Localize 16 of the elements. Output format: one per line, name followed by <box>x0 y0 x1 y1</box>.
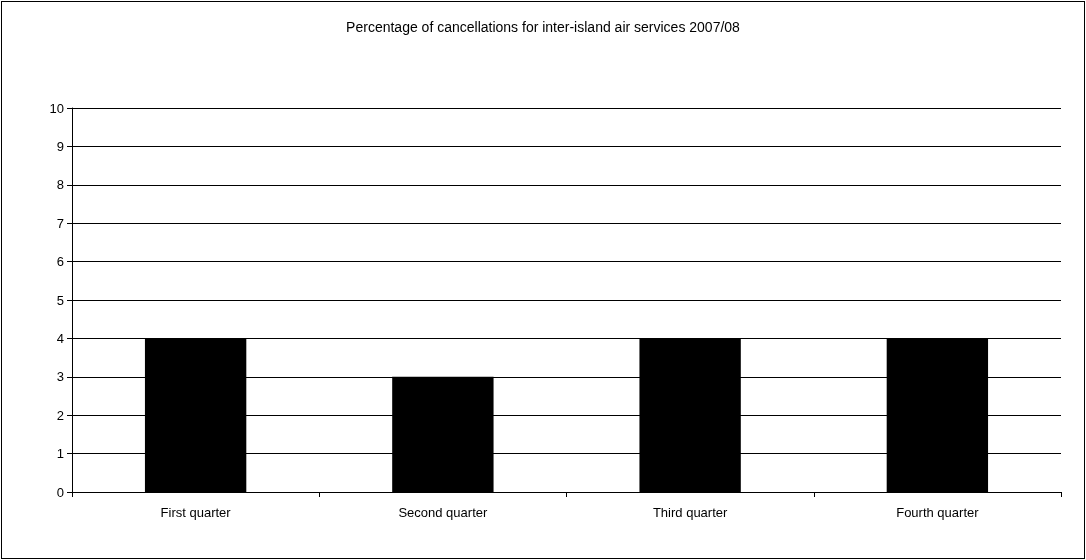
y-tick-label: 3 <box>56 369 64 385</box>
y-tick-label: 5 <box>56 292 64 308</box>
y-tick-label: 4 <box>56 330 64 346</box>
x-tick-label: First quarter <box>160 505 232 520</box>
y-tick-label: 1 <box>56 446 64 462</box>
y-tick-label: 7 <box>56 215 64 231</box>
y-tick-label: 2 <box>56 407 64 423</box>
chart-title: Percentage of cancellations for inter-island air services 2007/08 <box>346 19 741 35</box>
y-tick-label: 8 <box>56 177 64 193</box>
y-tick-label: 10 <box>49 100 64 116</box>
y-tick-label: 9 <box>56 138 64 154</box>
x-tick-label: Fourth quarter <box>896 505 980 520</box>
y-tick-label: 0 <box>56 484 64 500</box>
x-tick-label: Third quarter <box>652 505 728 520</box>
y-tick-label: 6 <box>56 254 64 270</box>
x-tick-label: Second quarter <box>398 505 488 520</box>
